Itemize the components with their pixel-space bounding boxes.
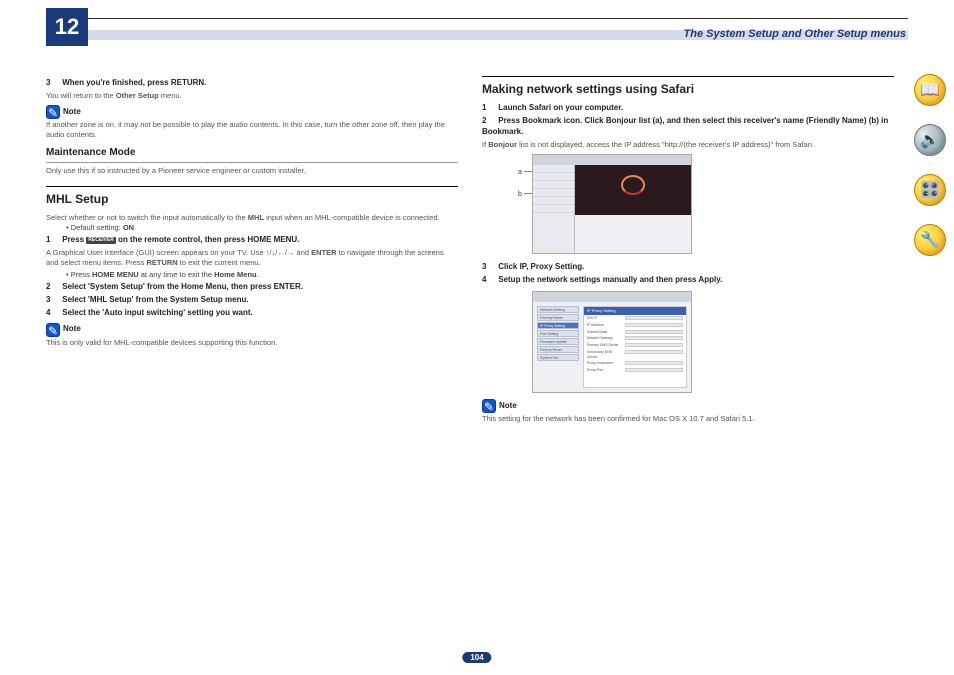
settings-panel: IP Proxy Setting DHCPIP AddressSubnet Ma…: [583, 306, 687, 388]
safari-step-3: 3 Click IP, Proxy Setting.: [482, 262, 894, 273]
mhl-step-1-detail: A Graphical User Interface (GUI) screen …: [46, 248, 458, 268]
right-column: Making network settings using Safari 1 L…: [482, 76, 894, 428]
nav-item: Friendly Name: [537, 314, 579, 321]
side-icon-strip: 📖 🔊 🎛️ 🔧: [914, 74, 946, 256]
left-column: 3 When you're finished, press RETURN. Yo…: [46, 76, 458, 428]
step-number: 4: [46, 308, 60, 319]
note-label: Note: [63, 324, 81, 335]
window-titlebar: [533, 292, 691, 302]
panel-row: Default Gateway: [584, 335, 686, 342]
sidebar-row: [533, 205, 574, 213]
window-titlebar: [533, 155, 691, 165]
mhl-step-2: 2 Select 'System Setup' from the Home Me…: [46, 282, 458, 293]
step-text: Press Bookmark icon. Click Bonjour list …: [482, 116, 888, 136]
safari-step-2: 2 Press Bookmark icon. Click Bonjour lis…: [482, 116, 894, 138]
panel-header: IP Proxy Setting: [584, 307, 686, 315]
page-number: 104: [462, 652, 491, 663]
panel-row: Subnet Mask: [584, 329, 686, 336]
note-1-text: If another zone is on, it may not be pos…: [46, 120, 458, 140]
sidebar-row: [533, 181, 574, 189]
step-number: 1: [482, 103, 496, 114]
chapter-number: 12: [55, 14, 79, 40]
step-number: 3: [46, 78, 60, 89]
settings-nav: Network SettingFriendly NameIP Proxy Set…: [537, 306, 579, 362]
receiver-badge: RECEIVER: [86, 237, 116, 244]
note-label: Note: [499, 401, 517, 412]
panel-row: DHCP: [584, 315, 686, 322]
note-label: Note: [63, 107, 81, 118]
step-text: Select 'MHL Setup' from the System Setup…: [62, 295, 248, 304]
maintenance-text: Only use this if so instructed by a Pion…: [46, 166, 458, 176]
nav-item: Port Setting: [537, 330, 579, 337]
step-number: 1: [46, 235, 60, 246]
label-b: b: [518, 190, 522, 199]
safari-step-2-detail: If Bonjour list is not displayed, access…: [482, 140, 894, 150]
nav-item: IP Proxy Setting: [537, 322, 579, 329]
panel-row: Proxy Hostname: [584, 360, 686, 367]
bonjour-graphic: [621, 175, 645, 195]
note-3-text: This setting for the network has been co…: [482, 414, 894, 424]
section-rule: [482, 76, 894, 77]
sidebar-row: [533, 165, 574, 173]
step-text: Click IP, Proxy Setting.: [498, 262, 584, 271]
nav-item: Factory Reset: [537, 346, 579, 353]
content-columns: 3 When you're finished, press RETURN. Yo…: [46, 76, 894, 428]
note-1: Note: [46, 105, 458, 119]
step-number: 3: [46, 295, 60, 306]
speaker-icon[interactable]: 🔊: [914, 124, 946, 156]
note-2-text: This is only valid for MHL-compatible de…: [46, 338, 458, 348]
step-number: 2: [46, 282, 60, 293]
pencil-icon: [46, 323, 60, 337]
safari-heading: Making network settings using Safari: [482, 81, 894, 99]
nav-item: Network Setting: [537, 306, 579, 313]
guide-icon[interactable]: 🔧: [914, 224, 946, 256]
safari-step-4: 4 Setup the network settings manually an…: [482, 275, 894, 286]
sidebar-row: [533, 189, 574, 197]
mhl-step-1: 1 Press RECEIVER on the remote control, …: [46, 235, 458, 246]
sidebar-row: [533, 197, 574, 205]
step-3-detail: You will return to the Other Setup menu.: [46, 91, 458, 101]
bookmarks-sidebar: [533, 165, 575, 253]
panel-row: IP Address: [584, 322, 686, 329]
mhl-heading: MHL Setup: [46, 191, 458, 209]
step-number: 3: [482, 262, 496, 273]
step-text: Select 'System Setup' from the Home Menu…: [62, 282, 303, 291]
step-number: 4: [482, 275, 496, 286]
mhl-step-1-bullet: Press HOME MENU at any time to exit the …: [66, 270, 458, 280]
pencil-icon: [46, 105, 60, 119]
preview-pane: [575, 165, 691, 215]
book-icon[interactable]: 📖: [914, 74, 946, 106]
maintenance-heading: Maintenance Mode: [46, 146, 458, 163]
step-text: When you're finished, press RETURN.: [62, 78, 206, 87]
note-2: Note: [46, 323, 458, 337]
panel-row: Primary DNS Server: [584, 342, 686, 349]
default-setting: Default setting: ON: [66, 223, 458, 233]
step-text: Press RECEIVER on the remote control, th…: [62, 235, 299, 244]
step-text: Setup the network settings manually and …: [498, 275, 722, 284]
panel-row: Secondary DNS Server: [584, 349, 686, 360]
step-text: Select the 'Auto input switching' settin…: [62, 308, 252, 317]
screenshot-1-wrap: a b: [532, 154, 692, 254]
mhl-step-3: 3 Select 'MHL Setup' from the System Set…: [46, 295, 458, 306]
nav-item: System Info: [537, 354, 579, 361]
note-3: Note: [482, 399, 894, 413]
step-3: 3 When you're finished, press RETURN.: [46, 78, 458, 89]
screenshot-ip-proxy: Network SettingFriendly NameIP Proxy Set…: [532, 291, 692, 393]
screenshot-bookmarks: [532, 154, 692, 254]
header-title: The System Setup and Other Setup menus: [684, 28, 907, 40]
manual-page: 12 The System Setup and Other Setup menu…: [0, 0, 954, 675]
step-text: Launch Safari on your computer.: [498, 103, 623, 112]
safari-step-1: 1 Launch Safari on your computer.: [482, 103, 894, 114]
panel-row: Proxy Port: [584, 367, 686, 374]
nav-item: Firmware Update: [537, 338, 579, 345]
help-icon[interactable]: 🎛️: [914, 174, 946, 206]
step-number: 2: [482, 116, 496, 127]
section-rule: [46, 186, 458, 187]
mhl-step-4: 4 Select the 'Auto input switching' sett…: [46, 308, 458, 319]
label-a: a: [518, 168, 522, 177]
mhl-intro: Select whether or not to switch the inpu…: [46, 213, 458, 223]
chapter-number-box: 12: [46, 8, 88, 46]
sidebar-row: [533, 173, 574, 181]
pencil-icon: [482, 399, 496, 413]
